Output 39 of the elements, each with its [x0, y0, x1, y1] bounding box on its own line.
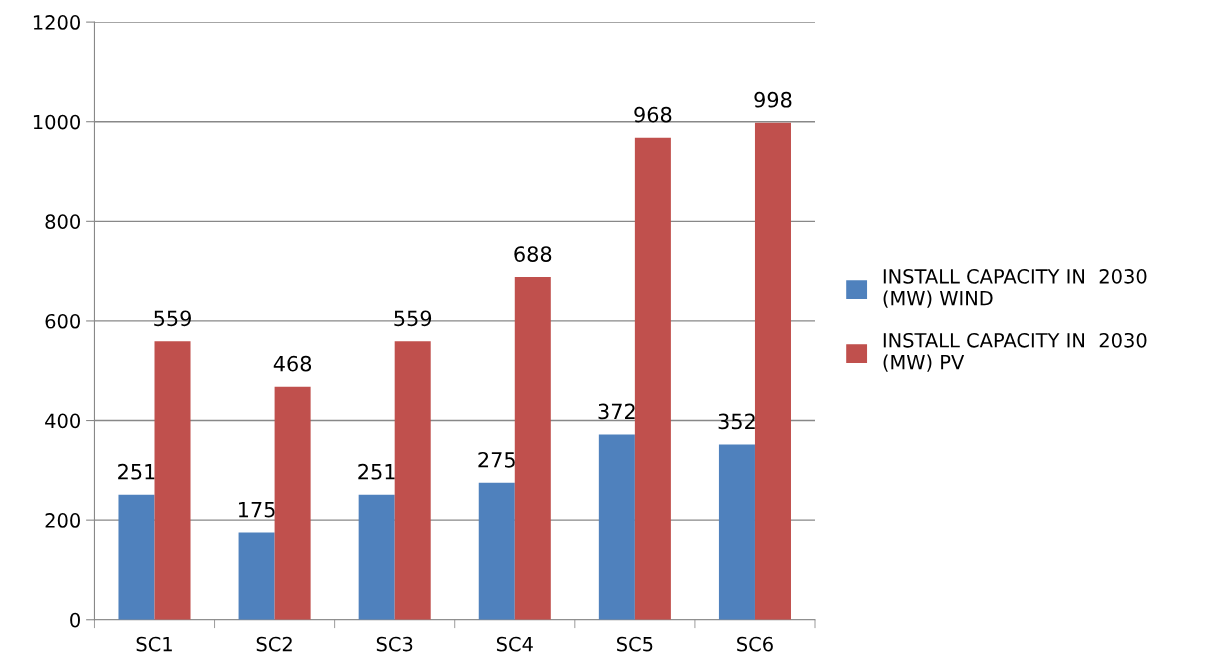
- x-tick-label: SC4: [496, 636, 533, 652]
- data-label: 559: [154, 310, 191, 327]
- y-tick-label: 200: [45, 513, 80, 528]
- bar: [394, 341, 431, 620]
- x-tick-label: SC5: [617, 636, 653, 652]
- y-tick-label: 400: [45, 413, 80, 429]
- y-tick-label: 600: [45, 313, 80, 329]
- data-label: 559: [394, 310, 432, 327]
- x-tick-label: SC2: [256, 636, 292, 652]
- x-tick-label: SC1: [136, 636, 172, 652]
- data-label: 175: [238, 501, 275, 518]
- legend-label: INSTALL CAPACITY IN 2030 (MW) WIND: [883, 269, 1147, 308]
- data-label: 998: [754, 91, 792, 108]
- bar: [718, 444, 755, 620]
- data-label: 251: [118, 463, 155, 480]
- bar: [118, 494, 155, 620]
- y-tick-label: 0: [70, 612, 80, 628]
- x-tick-label: SC6: [737, 636, 773, 652]
- data-label: 688: [514, 246, 552, 262]
- data-label: 251: [358, 463, 395, 480]
- x-tick-label: SC3: [376, 636, 413, 652]
- bar: [478, 482, 515, 620]
- bar: [598, 434, 635, 620]
- legend-label: INSTALL CAPACITY IN 2030 (MW) PV: [883, 332, 1147, 372]
- bar: [754, 122, 791, 620]
- data-label: 275: [478, 451, 515, 468]
- data-label: 372: [598, 403, 635, 420]
- data-label: 352: [718, 413, 755, 430]
- y-tick-label: 800: [45, 214, 80, 229]
- y-tick-label: 1200: [33, 15, 80, 30]
- data-label: 468: [273, 355, 312, 372]
- bar: [634, 137, 671, 620]
- data-label: 968: [634, 106, 672, 123]
- bar: [154, 341, 191, 620]
- y-tick-label: 1000: [33, 114, 80, 130]
- bar: [238, 532, 275, 620]
- bar: [358, 494, 395, 620]
- bar: [514, 277, 551, 620]
- bar: [274, 386, 311, 620]
